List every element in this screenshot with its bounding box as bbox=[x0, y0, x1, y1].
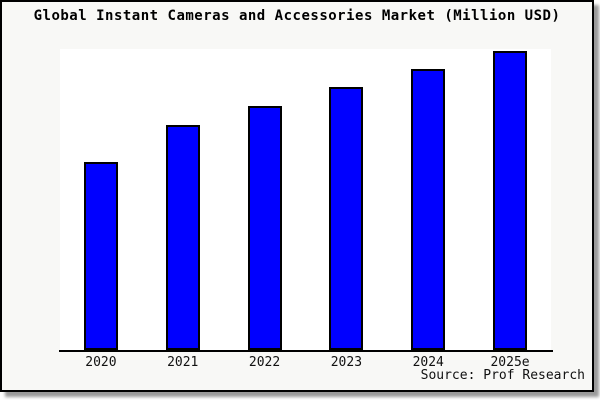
bar-2024 bbox=[411, 69, 446, 350]
bar-2023 bbox=[329, 87, 364, 350]
x-axis-labels: 2020 2021 2022 2023 2024 2025e bbox=[60, 355, 551, 370]
bar-2020 bbox=[83, 161, 118, 350]
bar-2021 bbox=[165, 124, 200, 350]
bar-2022 bbox=[247, 105, 282, 350]
x-axis-label-2021: 2021 bbox=[167, 355, 199, 370]
x-axis-label-2020: 2020 bbox=[85, 355, 117, 370]
x-axis-line bbox=[59, 350, 553, 352]
x-axis-label-2022: 2022 bbox=[248, 355, 281, 370]
source-credit: Source: Prof Research bbox=[420, 368, 585, 383]
bars bbox=[60, 49, 551, 350]
x-axis-label-2023: 2023 bbox=[330, 355, 363, 370]
plot-area bbox=[60, 49, 551, 350]
chart-frame: Global Instant Cameras and Accessories M… bbox=[0, 0, 594, 392]
x-axis-label-2025e: 2025e bbox=[490, 355, 530, 370]
bar-2025e bbox=[493, 50, 528, 350]
chart-title: Global Instant Cameras and Accessories M… bbox=[33, 8, 561, 24]
x-axis-label-2024: 2024 bbox=[412, 355, 444, 370]
